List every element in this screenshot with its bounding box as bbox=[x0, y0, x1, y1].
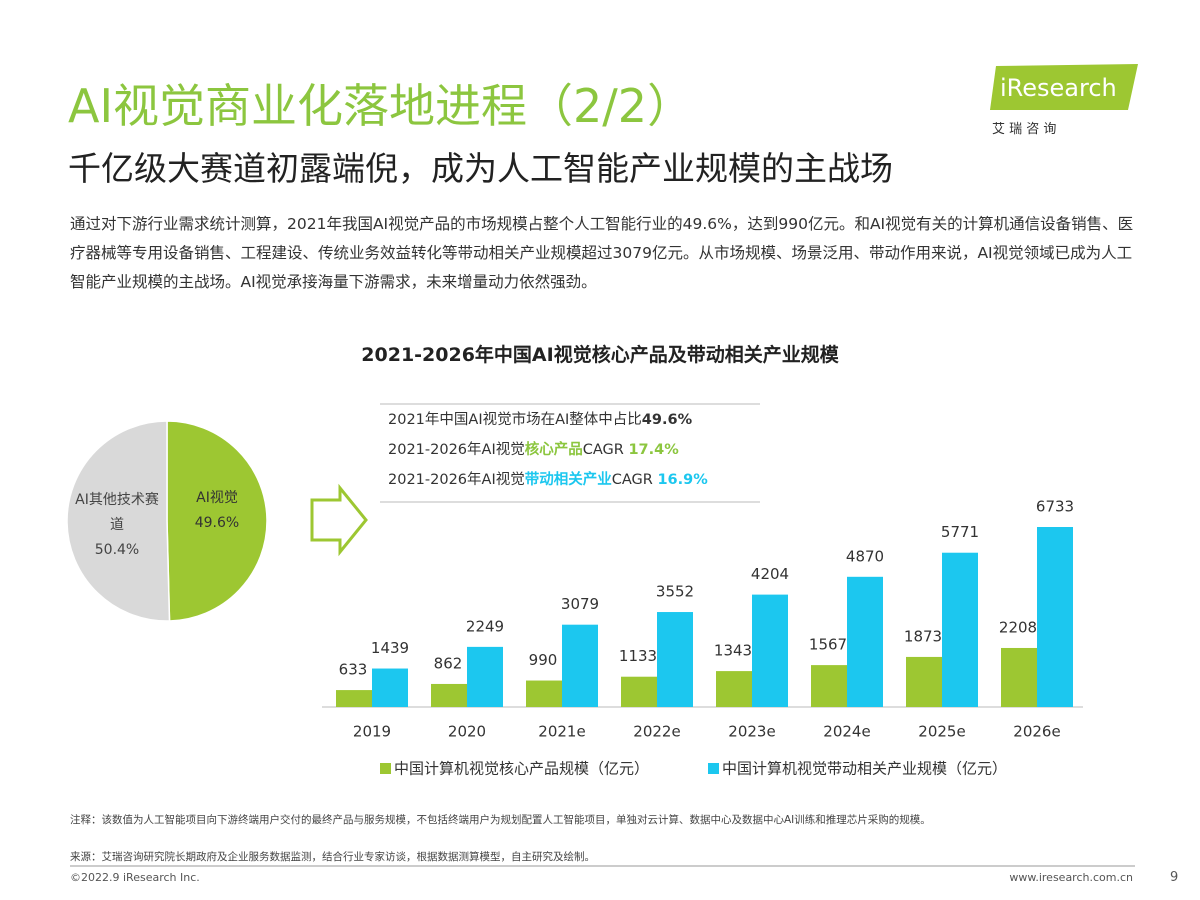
bar bbox=[431, 683, 467, 707]
page-number: 9 bbox=[1170, 870, 1179, 885]
pie-label: AI视觉 49.6% bbox=[172, 486, 262, 536]
value-label: 3552 bbox=[656, 583, 694, 601]
value-label: 862 bbox=[434, 654, 463, 672]
legend-label: 中国计算机视觉核心产品规模（亿元） bbox=[394, 760, 649, 778]
bar bbox=[657, 612, 693, 707]
x-tick-label: 2021e bbox=[538, 723, 585, 741]
bar bbox=[942, 552, 978, 707]
annotation-part: 2021年中国AI视觉市场在AI整体中占比 bbox=[388, 412, 642, 428]
annotation-part: 2021-2026年AI视觉 bbox=[388, 442, 525, 458]
bar bbox=[1037, 527, 1073, 707]
value-label: 1439 bbox=[371, 639, 409, 657]
bar bbox=[716, 671, 752, 707]
x-tick-label: 2022e bbox=[633, 723, 680, 741]
annotation-part: CAGR bbox=[582, 442, 629, 458]
value-label: 6733 bbox=[1036, 498, 1074, 516]
annotation-part: 带动相关产业 bbox=[524, 472, 612, 488]
value-label: 990 bbox=[529, 651, 558, 669]
annotation: 2021-2026年AI视觉核心产品CAGR 17.4% bbox=[388, 438, 679, 459]
pie-value-label: 50.4% bbox=[94, 541, 140, 558]
logo-sub: 艾 瑞 咨 询 bbox=[992, 122, 1057, 137]
bar bbox=[562, 624, 598, 707]
legend-swatch bbox=[380, 763, 391, 774]
pie-slice bbox=[166, 420, 268, 622]
annotation: 2021-2026年AI视觉带动相关产业CAGR 16.9% bbox=[388, 468, 708, 489]
copyright: ©2022.9 iResearch Inc. bbox=[70, 871, 200, 884]
x-tick-label: 2023e bbox=[728, 723, 775, 741]
body-text: 通过对下游行业需求统计测算，2021年我国AI视觉产品的市场规模占整个人工智能行… bbox=[70, 215, 1134, 291]
annotation: 2021年中国AI视觉市场在AI整体中占比49.6% bbox=[388, 408, 692, 429]
bar bbox=[847, 576, 883, 707]
value-label: 1343 bbox=[714, 642, 752, 660]
bar bbox=[811, 665, 847, 707]
annotation-part: 49.6% bbox=[641, 412, 693, 428]
legend-label: 中国计算机视觉带动相关产业规模（亿元） bbox=[722, 760, 1007, 778]
bar bbox=[467, 646, 503, 707]
x-tick-label: 2024e bbox=[823, 723, 870, 741]
bar bbox=[1001, 647, 1037, 707]
pie-slice bbox=[66, 420, 171, 622]
value-label: 3079 bbox=[561, 595, 599, 613]
logo: iResearch bbox=[1000, 74, 1117, 102]
logo-badge bbox=[990, 64, 1138, 110]
value-label: 2249 bbox=[466, 617, 504, 635]
url: www.iresearch.com.cn bbox=[1009, 871, 1133, 884]
x-tick-label: 2019 bbox=[353, 723, 391, 741]
value-label: 2208 bbox=[999, 618, 1037, 636]
value-label: 4204 bbox=[751, 565, 789, 583]
bar bbox=[526, 680, 562, 707]
pie-label-name: AI视觉 bbox=[196, 490, 238, 507]
pie-label-name: AI其他技术赛道 bbox=[75, 491, 159, 533]
value-label: 633 bbox=[339, 661, 368, 679]
annotation-part: 核心产品 bbox=[524, 442, 583, 458]
pie-value-label: 49.6% bbox=[194, 515, 240, 532]
x-tick-label: 2020 bbox=[448, 723, 486, 741]
value-label: 1567 bbox=[809, 636, 847, 654]
arrow bbox=[310, 483, 368, 557]
chart-title: 2021-2026年中国AI视觉核心产品及带动相关产业规模 bbox=[361, 344, 839, 366]
x-tick-label: 2026e bbox=[1013, 723, 1060, 741]
pie-label: AI其他技术赛道 50.4% bbox=[72, 488, 162, 563]
legend-swatch bbox=[708, 763, 719, 774]
value-label: 4870 bbox=[846, 547, 884, 565]
title: AI视觉商业化落地进程（2/2） bbox=[68, 79, 694, 133]
bar bbox=[752, 594, 788, 707]
value-label: 1873 bbox=[904, 627, 942, 645]
bar bbox=[621, 676, 657, 707]
annotation-part: 2021-2026年AI视觉 bbox=[388, 472, 525, 488]
subtitle: 千亿级大赛道初露端倪，成为人工智能产业规模的主战场 bbox=[68, 149, 893, 188]
annotation-part: 17.4% bbox=[628, 442, 679, 458]
value-label: 1133 bbox=[619, 647, 657, 665]
bar bbox=[372, 668, 408, 707]
value-label: 5771 bbox=[941, 523, 979, 541]
bar bbox=[906, 656, 942, 707]
bar bbox=[336, 690, 372, 707]
annotation-part: CAGR bbox=[611, 472, 658, 488]
note: 注释：该数值为人工智能项目向下游终端用户交付的最终产品与服务规模，不包括终端用户… bbox=[70, 814, 931, 826]
annotation-part: 16.9% bbox=[657, 472, 708, 488]
source: 来源：艾瑞咨询研究院长期政府及企业服务数据监测，结合行业专家访谈，根据数据测算模… bbox=[70, 851, 595, 863]
x-tick-label: 2025e bbox=[918, 723, 965, 741]
